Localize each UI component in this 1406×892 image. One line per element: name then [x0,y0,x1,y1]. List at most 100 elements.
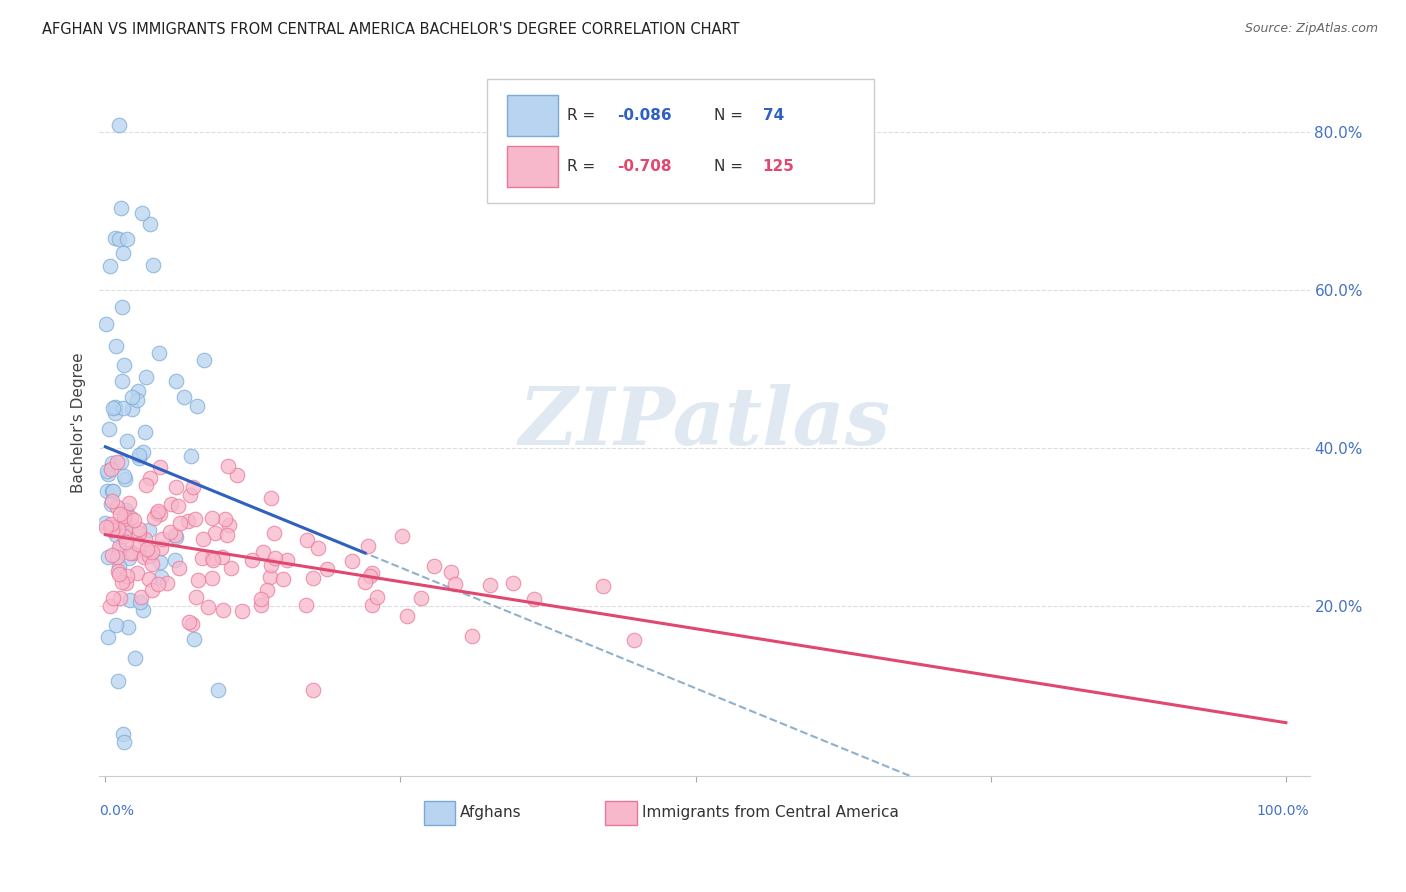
Point [103,231,125,245]
Point [101,484,124,499]
Point [173,390,195,404]
Point [190,550,212,565]
Text: 0.0%: 0.0% [100,805,135,818]
Point [115,576,138,591]
Text: -0.086: -0.086 [617,108,672,123]
Point [250,598,273,612]
Point [101,520,124,534]
Point [134,425,156,439]
Point [120,593,142,607]
Point [217,458,239,473]
Point [115,568,138,582]
Point [107,541,129,555]
Point [139,217,162,231]
Point [263,525,285,540]
Point [132,550,155,565]
Point [316,562,339,576]
Point [138,523,160,537]
Point [139,471,162,485]
Point [105,549,128,564]
Point [111,575,134,590]
Point [141,544,163,558]
Point [183,632,205,646]
Point [105,527,128,541]
Point [183,511,205,525]
Point [98,422,121,436]
Point [207,683,229,698]
Point [302,683,325,698]
Point [423,559,446,574]
Point [502,575,524,590]
Point [125,393,148,408]
Point [136,541,159,556]
Point [181,480,204,494]
Point [201,550,224,565]
Text: 125: 125 [762,159,794,174]
Point [94,516,117,530]
Point [121,546,143,560]
Point [128,526,150,541]
Point [301,571,323,585]
Point [165,530,187,544]
Point [96,484,118,499]
Point [107,564,129,578]
Point [184,590,207,604]
Point [169,516,191,530]
Point [114,468,136,483]
Point [108,232,131,246]
Point [159,525,181,540]
Point [128,522,150,536]
Point [115,434,138,449]
Point [217,528,239,542]
Point [107,522,129,536]
Point [409,591,432,606]
Point [592,579,614,593]
FancyBboxPatch shape [605,801,637,825]
Point [129,591,152,605]
Text: R =: R = [567,159,599,174]
Point [114,472,136,486]
Point [134,532,156,546]
Point [107,674,129,689]
FancyBboxPatch shape [508,145,558,186]
Point [165,480,187,494]
Point [149,460,172,475]
Point [111,374,134,388]
Point [141,583,163,598]
Text: 100.0%: 100.0% [1257,805,1309,818]
Point [523,591,546,606]
Point [256,582,278,597]
Point [135,370,157,384]
Point [112,359,135,373]
Point [120,510,142,524]
Point [115,506,138,520]
Point [110,201,132,215]
Point [110,507,132,521]
Point [122,513,145,527]
Point [211,603,233,617]
Point [105,618,128,632]
Point [181,616,204,631]
Point [342,554,364,568]
Point [118,551,141,566]
Point [117,520,139,534]
Point [141,557,163,571]
Point [149,507,172,521]
Point [165,374,187,388]
Point [131,206,153,220]
Point [115,232,138,246]
Point [260,491,283,505]
FancyBboxPatch shape [423,801,456,825]
Point [146,577,169,591]
Text: N =: N = [714,159,748,174]
Point [240,553,263,567]
Point [118,496,141,510]
Point [105,339,128,353]
Point [112,401,135,415]
Point [623,632,645,647]
Point [166,500,188,514]
Point [366,590,388,604]
Point [103,401,125,415]
Point [478,577,501,591]
Text: Afghans: Afghans [460,805,522,821]
